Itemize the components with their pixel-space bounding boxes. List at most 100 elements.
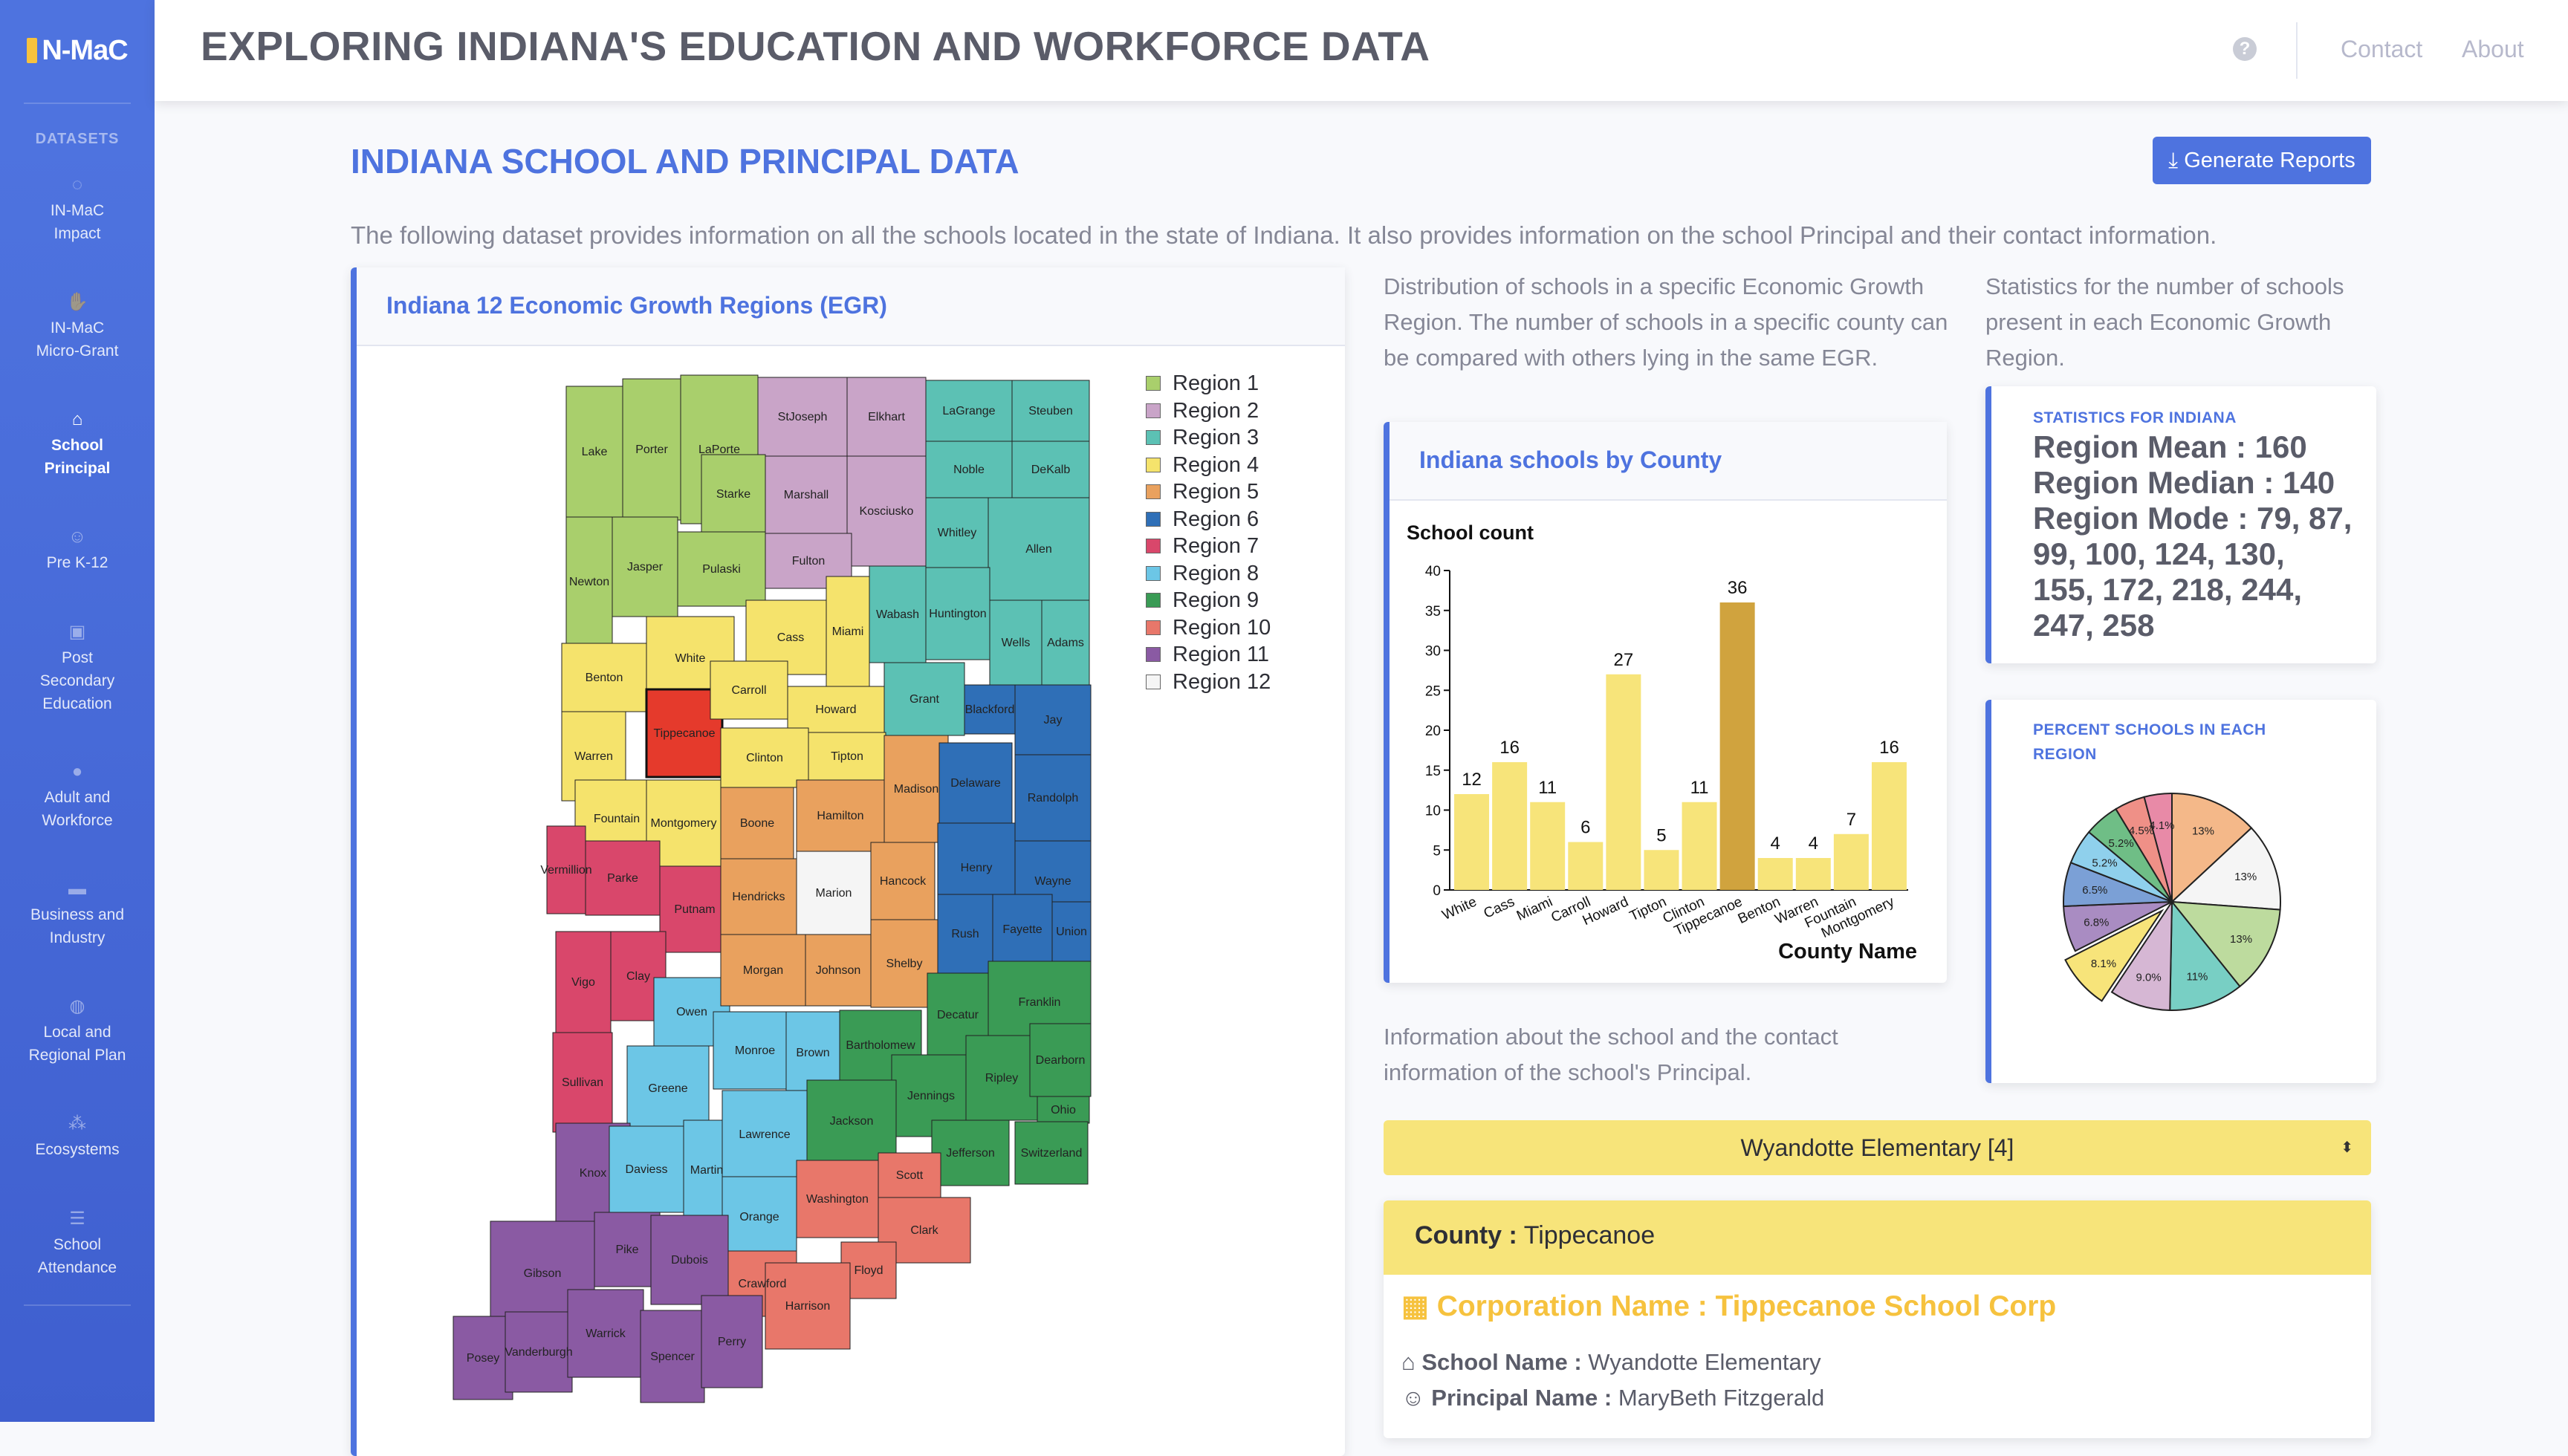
school-select[interactable]: Wyandotte Elementary [4] ⬍ [1384,1120,2371,1175]
bar[interactable] [1757,858,1793,890]
pie-slice[interactable] [2171,792,2253,904]
county-dearborn[interactable] [1029,1023,1092,1097]
county-hancock[interactable] [870,842,936,920]
sidebar-item-pre-k12[interactable]: ☺ Pre K-12 [0,527,155,574]
county-pike[interactable] [594,1212,661,1287]
bar[interactable] [1606,674,1641,890]
county-parke[interactable] [585,840,661,916]
sidebar-item-ecosystems[interactable]: ⁂ Ecosystems [0,1114,155,1161]
county-jackson[interactable] [806,1079,897,1163]
about-link[interactable]: About [2462,36,2524,62]
county-stjoseph[interactable] [757,377,848,457]
bar[interactable] [1682,802,1717,890]
brand-logo[interactable]: N-MaC [0,0,155,101]
county-lagrange[interactable] [925,380,1013,442]
county-ohio[interactable] [1037,1096,1090,1124]
county-label: Miami [832,625,864,638]
contact-link[interactable]: Contact [2341,36,2423,62]
county-delaware[interactable] [938,742,1013,824]
county-marion[interactable] [796,851,872,935]
county-jay[interactable] [1014,684,1092,755]
county-warrick[interactable] [567,1289,644,1378]
county-johnson[interactable] [805,934,872,1007]
sidebar-item-business-industry[interactable]: ▬ Business and Industry [0,880,155,949]
county-harrison[interactable] [765,1262,851,1350]
county-carroll[interactable] [710,660,788,720]
county-washington[interactable] [796,1160,879,1238]
county-grant[interactable] [883,662,965,736]
county-hendricks[interactable] [720,858,797,935]
pie-slice[interactable] [2064,909,2165,1002]
county-clinton[interactable] [720,727,809,788]
generate-reports-button[interactable]: ⤓ Generate Reports [2153,137,2371,184]
pie-slice[interactable] [2143,792,2173,903]
county-perry[interactable] [701,1295,763,1388]
county-steuben[interactable] [1011,380,1090,442]
county-posey[interactable] [453,1316,513,1400]
county-randolph[interactable] [1014,754,1092,842]
pie-slice[interactable] [2170,827,2281,911]
county-fayette[interactable] [992,894,1053,965]
county-putnam[interactable] [659,865,730,953]
county-howard[interactable] [787,686,885,733]
county-daviess[interactable] [609,1125,684,1213]
county-ripley[interactable] [965,1035,1038,1121]
sidebar-item-post-secondary[interactable]: ▣ Post Secondary Education [0,623,155,715]
county-wells[interactable] [989,599,1043,686]
help-icon[interactable]: ? [2233,37,2257,61]
bar[interactable] [1568,842,1604,891]
county-noble[interactable] [925,441,1013,498]
county-marshall[interactable] [765,455,848,534]
sidebar-item-school-principal[interactable]: ⌂ School Principal [0,410,155,480]
county-sullivan[interactable] [552,1032,613,1133]
indiana-region-map[interactable]: Lake Porter LaPorte StJoseph Elkhart LaGrange… [416,364,1115,1422]
county-label: Wabash [876,608,919,621]
county-newton[interactable] [565,516,613,647]
county-pulaski[interactable] [677,531,766,607]
bar[interactable] [1795,858,1831,890]
bar[interactable] [1454,794,1490,890]
county-monroe[interactable] [713,1011,797,1090]
bar[interactable] [1530,802,1566,890]
county-lawrence[interactable] [722,1090,808,1179]
county-tippecanoe[interactable] [645,688,724,779]
sidebar-item-micro-grant[interactable]: ✋ IN-MaC Micro-Grant [0,293,155,363]
county-wabash[interactable] [869,565,927,663]
sidebar-item-adult-workforce[interactable]: ● Adult and Workforce [0,762,155,832]
bar[interactable] [1871,762,1907,890]
bar[interactable] [1644,850,1679,890]
county-label: Jasper [627,561,664,573]
sidebar-item-school-attendance[interactable]: ☰ School Attendance [0,1209,155,1279]
county-kosciusko[interactable] [846,455,927,567]
county-jasper[interactable] [612,516,678,617]
building-icon: ▦ [1401,1290,1437,1322]
bar[interactable] [1719,602,1755,890]
county-whitley[interactable] [925,497,989,568]
sidebar-item-local-regional-plan[interactable]: ◍ Local and Regional Plan [0,997,155,1067]
county-huntington[interactable] [925,567,990,660]
bar[interactable] [1833,833,1869,890]
county-jefferson[interactable] [931,1119,1010,1186]
bar[interactable] [1492,762,1528,890]
county-orange[interactable] [722,1176,797,1258]
pie-slice[interactable] [2169,900,2241,1011]
county-miami[interactable] [826,576,870,687]
county-morgan[interactable] [720,934,806,1007]
county-boone[interactable] [720,787,794,859]
pie-slice[interactable] [2170,900,2281,988]
county-dubois[interactable] [650,1215,729,1305]
county-adams[interactable] [1041,599,1090,686]
county-starke[interactable] [701,454,766,534]
sidebar-item-in-mac-impact[interactable]: ◌ IN-MaC Impact [0,175,155,245]
county-blackford[interactable] [964,684,1016,735]
county-benton[interactable] [561,643,647,712]
county-shelby[interactable] [870,919,938,1008]
county-vanderburgh[interactable] [505,1311,573,1393]
pie-slice[interactable] [2110,899,2173,1011]
county-label: Noble [953,464,985,476]
county-switzerland[interactable] [1014,1121,1089,1185]
legend-swatch [1146,620,1161,635]
county-rush[interactable] [937,894,993,974]
county-dekalb[interactable] [1011,441,1090,498]
county-greene[interactable] [626,1045,710,1131]
